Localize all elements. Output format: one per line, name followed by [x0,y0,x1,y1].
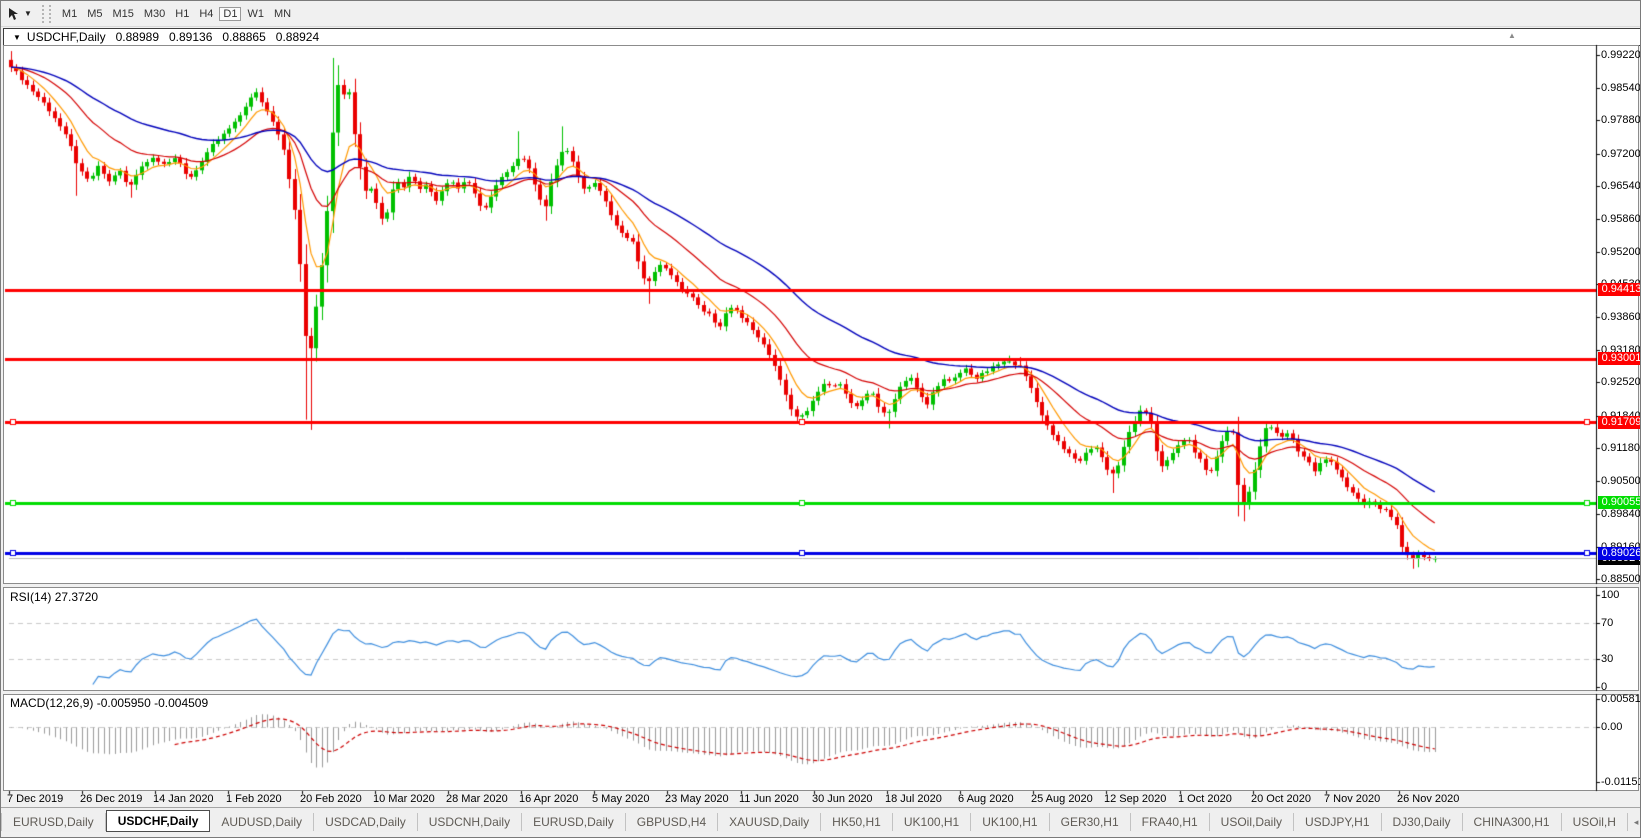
macd-header: MACD(12,26,9) -0.005950 -0.004509 [10,696,208,710]
chart-tab-audusd-daily[interactable]: AUDUSD,Daily [210,813,315,831]
price-tick-label: 0.95200 [1601,246,1641,258]
price-level-badge: 0.91709 [1598,416,1640,429]
date-tick-label: 14 Jan 2020 [153,793,214,805]
date-tick-label: 1 Oct 2020 [1178,793,1232,805]
rsi-header: RSI(14) 27.3720 [10,590,98,604]
date-tick-label: 20 Oct 2020 [1251,793,1311,805]
macd-label: MACD(12,26,9) [10,696,94,710]
date-tick-label: 26 Nov 2020 [1397,793,1460,805]
price-tick-label: 0.97880 [1601,114,1641,126]
rsi-label: RSI(14) [10,590,52,604]
macd-value-signal: -0.004509 [154,696,209,710]
date-tick-label: 11 Jun 2020 [739,793,799,805]
date-tick-label: 16 Apr 2020 [519,793,579,805]
date-tick-label: 7 Nov 2020 [1324,793,1381,805]
date-tick-label: 6 Aug 2020 [958,793,1014,805]
status-strip [1,832,1640,837]
date-tick-label: 30 Jun 2020 [812,793,873,805]
price-tick-label: 0.88500 [1601,573,1641,585]
date-tick-label: 18 Jul 2020 [885,793,942,805]
macd-value-main: -0.005950 [96,696,151,710]
chart-tab-usoil-daily[interactable]: USOil,Daily [1210,813,1295,831]
chart-tab-uk100-h1[interactable]: UK100,H1 [893,813,972,831]
chart-tab-usdcad-daily[interactable]: USDCAD,Daily [314,813,418,831]
chart-tab-eurusd-daily[interactable]: EURUSD,Daily [1,813,106,831]
macd-tick-label: 0.005818 [1601,693,1641,705]
macd-tick-label: 0.00 [1601,721,1623,733]
price-tick-label: 0.99220 [1601,49,1641,61]
price-tick-label: 0.90500 [1601,475,1641,487]
price-level-badge: 0.90055 [1598,496,1640,509]
tab-scroll-arrows-icon[interactable]: ◂▸ [1633,817,1641,827]
price-tick-label: 0.92520 [1601,376,1641,388]
chart-tab-ger30-h1[interactable]: GER30,H1 [1050,813,1131,831]
price-level-badge: 0.93001 [1598,352,1640,365]
macd-tick-label: -0.011514 [1601,776,1640,788]
price-level-badge: 0.94413 [1598,283,1640,296]
rsi-value: 27.3720 [54,590,99,604]
chart-tab-usoil-h[interactable]: USOil,H [1562,813,1628,831]
chart-tab-eurusd-daily[interactable]: EURUSD,Daily [522,813,626,831]
date-tick-label: 12 Sep 2020 [1104,793,1167,805]
date-tick-label: 26 Dec 2019 [80,793,143,805]
price-tick-label: 0.97200 [1601,148,1641,160]
rsi-tick-label: 70 [1601,617,1614,629]
chart-tab-uk100-h1[interactable]: UK100,H1 [971,813,1050,831]
chart-tab-usdjpy-h1[interactable]: USDJPY,H1 [1294,813,1382,831]
price-tick-label: 0.93860 [1601,311,1641,323]
chart-tab-china300-h1[interactable]: CHINA300,H1 [1463,813,1562,831]
price-tick-label: 0.91180 [1601,442,1640,454]
date-tick-label: 23 May 2020 [665,793,729,805]
date-tick-label: 25 Aug 2020 [1031,793,1093,805]
date-tick-label: 5 May 2020 [592,793,650,805]
chart-tab-usdcnh-daily[interactable]: USDCNH,Daily [418,813,523,831]
chart-tab-bar: EURUSD,Daily USDCHF,Daily AUDUSD,Daily USDC… [1,807,1641,833]
chart-tab-dj30-daily[interactable]: DJ30,Daily [1382,813,1463,831]
date-tick-label: 10 Mar 2020 [373,793,435,805]
rsi-tick-label: 30 [1601,653,1614,665]
price-tick-label: 0.95860 [1601,213,1641,225]
chart-tab-gbpusd-h4[interactable]: GBPUSD,H4 [626,813,719,831]
chart-tab-xauusd-daily[interactable]: XAUUSD,Daily [718,813,822,831]
price-tick-label: 0.98540 [1601,82,1641,94]
chart-tab-usdchf-daily[interactable]: USDCHF,Daily [105,810,211,832]
date-tick-label: 7 Dec 2019 [7,793,64,805]
chart-tab-fra40-h1[interactable]: FRA40,H1 [1131,813,1210,831]
price-level-badge: 0.89026 [1598,547,1640,560]
price-tick-label: 0.89840 [1601,508,1641,520]
price-tick-label: 0.96540 [1601,180,1641,192]
rsi-tick-label: 0 [1601,681,1608,693]
rsi-tick-label: 100 [1601,589,1620,601]
date-tick-label: 28 Mar 2020 [446,793,508,805]
date-tick-label: 20 Feb 2020 [300,793,362,805]
chart-tab-hk50-h1[interactable]: HK50,H1 [821,813,893,831]
date-tick-label: 1 Feb 2020 [226,793,282,805]
